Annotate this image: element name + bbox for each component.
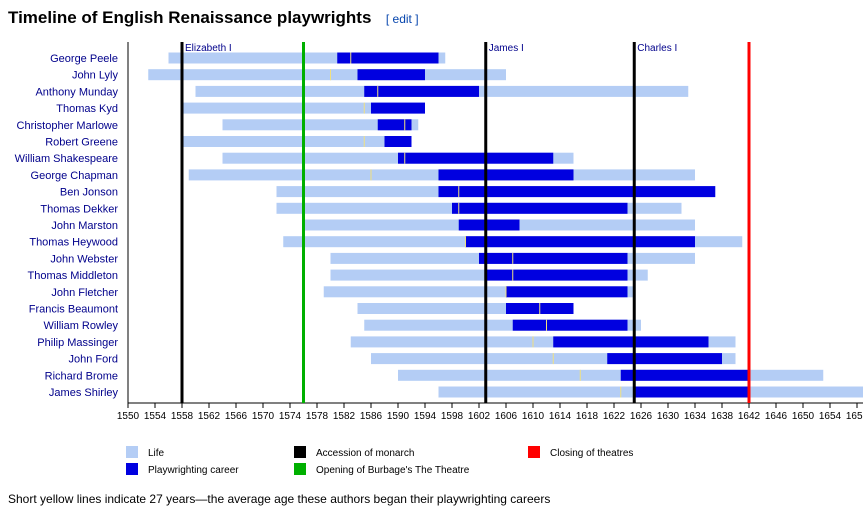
x-tick-label: 1570 [252, 411, 275, 422]
playwright-name: Christopher Marlowe [17, 120, 118, 132]
career-bar [479, 252, 628, 264]
career-bar [553, 336, 709, 348]
legend-swatch-monarch [294, 446, 306, 458]
career-bar [438, 186, 716, 198]
career-bar [485, 269, 628, 281]
x-tick-label: 1598 [441, 411, 464, 422]
x-tick-label: 1642 [738, 411, 761, 422]
playwright-name: William Rowley [43, 320, 118, 332]
x-tick-label: 1574 [279, 411, 302, 422]
career-bar [506, 286, 628, 298]
x-tick-label: 1626 [630, 411, 653, 422]
playwright-name: Francis Beaumont [29, 304, 118, 316]
career-bar [438, 169, 574, 181]
career-bar [634, 386, 749, 398]
timeline-chart: 1550 1554 1558 1562 1566 1570 1574 1578 1582 1586… [15, 42, 863, 476]
career-bar [384, 136, 412, 147]
x-tick-label: 1586 [360, 411, 383, 422]
career-bar [371, 102, 425, 114]
legend-swatch-theatre [294, 463, 306, 475]
career-bar [452, 202, 628, 214]
playwright-name: Thomas Kyd [56, 103, 118, 115]
career-bar [465, 236, 695, 248]
career-bar [357, 69, 425, 81]
legend-swatch-career [126, 463, 138, 475]
x-tick-label: 1550 [117, 411, 140, 422]
life-bar [364, 319, 641, 331]
playwright-name: Robert Greene [45, 137, 118, 149]
x-tick-label: 1630 [657, 411, 680, 422]
life-bar [182, 136, 412, 147]
x-tick-label: 1650 [792, 411, 815, 422]
legend-label: Playwrighting career [148, 465, 239, 476]
playwright-name: John Fletcher [51, 287, 118, 299]
life-bar [222, 119, 419, 131]
x-tick-label: 1606 [495, 411, 518, 422]
legend-swatch-life [126, 446, 138, 458]
x-tick-label: 1566 [225, 411, 248, 422]
x-tick-label: 1658 [846, 411, 863, 422]
x-tick-label: 1646 [765, 411, 788, 422]
playwright-name: John Webster [50, 253, 118, 265]
life-bar [357, 303, 574, 314]
life-bar [398, 369, 824, 381]
playwright-name: George Chapman [31, 170, 118, 182]
playwright-name: Ben Jonson [60, 187, 118, 199]
x-tick-label: 1594 [414, 411, 437, 422]
x-tick-label: 1614 [549, 411, 572, 422]
x-tick-label: 1638 [711, 411, 734, 422]
career-bar [512, 319, 628, 331]
career-bar [377, 119, 412, 131]
page-title: Timeline of English Renaissance playwrig… [8, 8, 372, 27]
x-tick-label: 1634 [684, 411, 707, 422]
playwright-name: George Peele [50, 53, 118, 65]
playwright-name: Thomas Middleton [28, 270, 119, 282]
legend-label: Life [148, 448, 165, 459]
life-bar [148, 69, 506, 81]
x-tick-label: 1590 [387, 411, 410, 422]
x-tick-label: 1618 [576, 411, 599, 422]
playwright-name: James Shirley [49, 387, 119, 399]
header: Timeline of English Renaissance playwrig… [8, 8, 419, 28]
playwright-name: Richard Brome [45, 370, 118, 382]
life-bar [168, 52, 446, 64]
playwright-name: William Shakespeare [15, 153, 118, 165]
x-tick-label: 1554 [144, 411, 167, 422]
playwright-name: John Ford [68, 354, 118, 366]
x-tick-label: 1602 [468, 411, 491, 422]
playwright-name: Thomas Heywood [29, 237, 118, 249]
life-bar [350, 336, 736, 348]
x-tick-label: 1582 [333, 411, 356, 422]
career-bar [364, 85, 479, 97]
edit-link[interactable]: [ edit ] [385, 12, 419, 26]
playwright-name: Philip Massinger [37, 337, 118, 349]
event-label: Charles I [637, 43, 677, 54]
footnote: Short yellow lines indicate 27 years—the… [8, 492, 551, 506]
x-tick-label: 1610 [522, 411, 545, 422]
career-bar [620, 369, 749, 381]
legend-label: Closing of theatres [550, 448, 633, 459]
event-label: James I [489, 43, 524, 54]
legend-label: Accession of monarch [316, 448, 414, 459]
x-tick-label: 1622 [603, 411, 626, 422]
career-bar [607, 353, 722, 365]
x-tick-label: 1654 [819, 411, 842, 422]
playwright-name: Thomas Dekker [40, 203, 118, 215]
career-bar [398, 152, 554, 164]
x-tick-label: 1562 [198, 411, 221, 422]
legend-label: Opening of Burbage's The Theatre [316, 465, 470, 476]
life-bar [323, 286, 635, 298]
career-bar [337, 52, 439, 64]
legend-swatch-closing [528, 446, 540, 458]
x-tick-label: 1558 [171, 411, 194, 422]
playwright-name: John Lyly [72, 70, 119, 82]
playwright-name: Anthony Munday [35, 86, 118, 98]
playwright-name: John Marston [51, 220, 118, 232]
event-label: Elizabeth I [185, 43, 232, 54]
career-bar [458, 219, 520, 231]
x-tick-label: 1578 [306, 411, 329, 422]
